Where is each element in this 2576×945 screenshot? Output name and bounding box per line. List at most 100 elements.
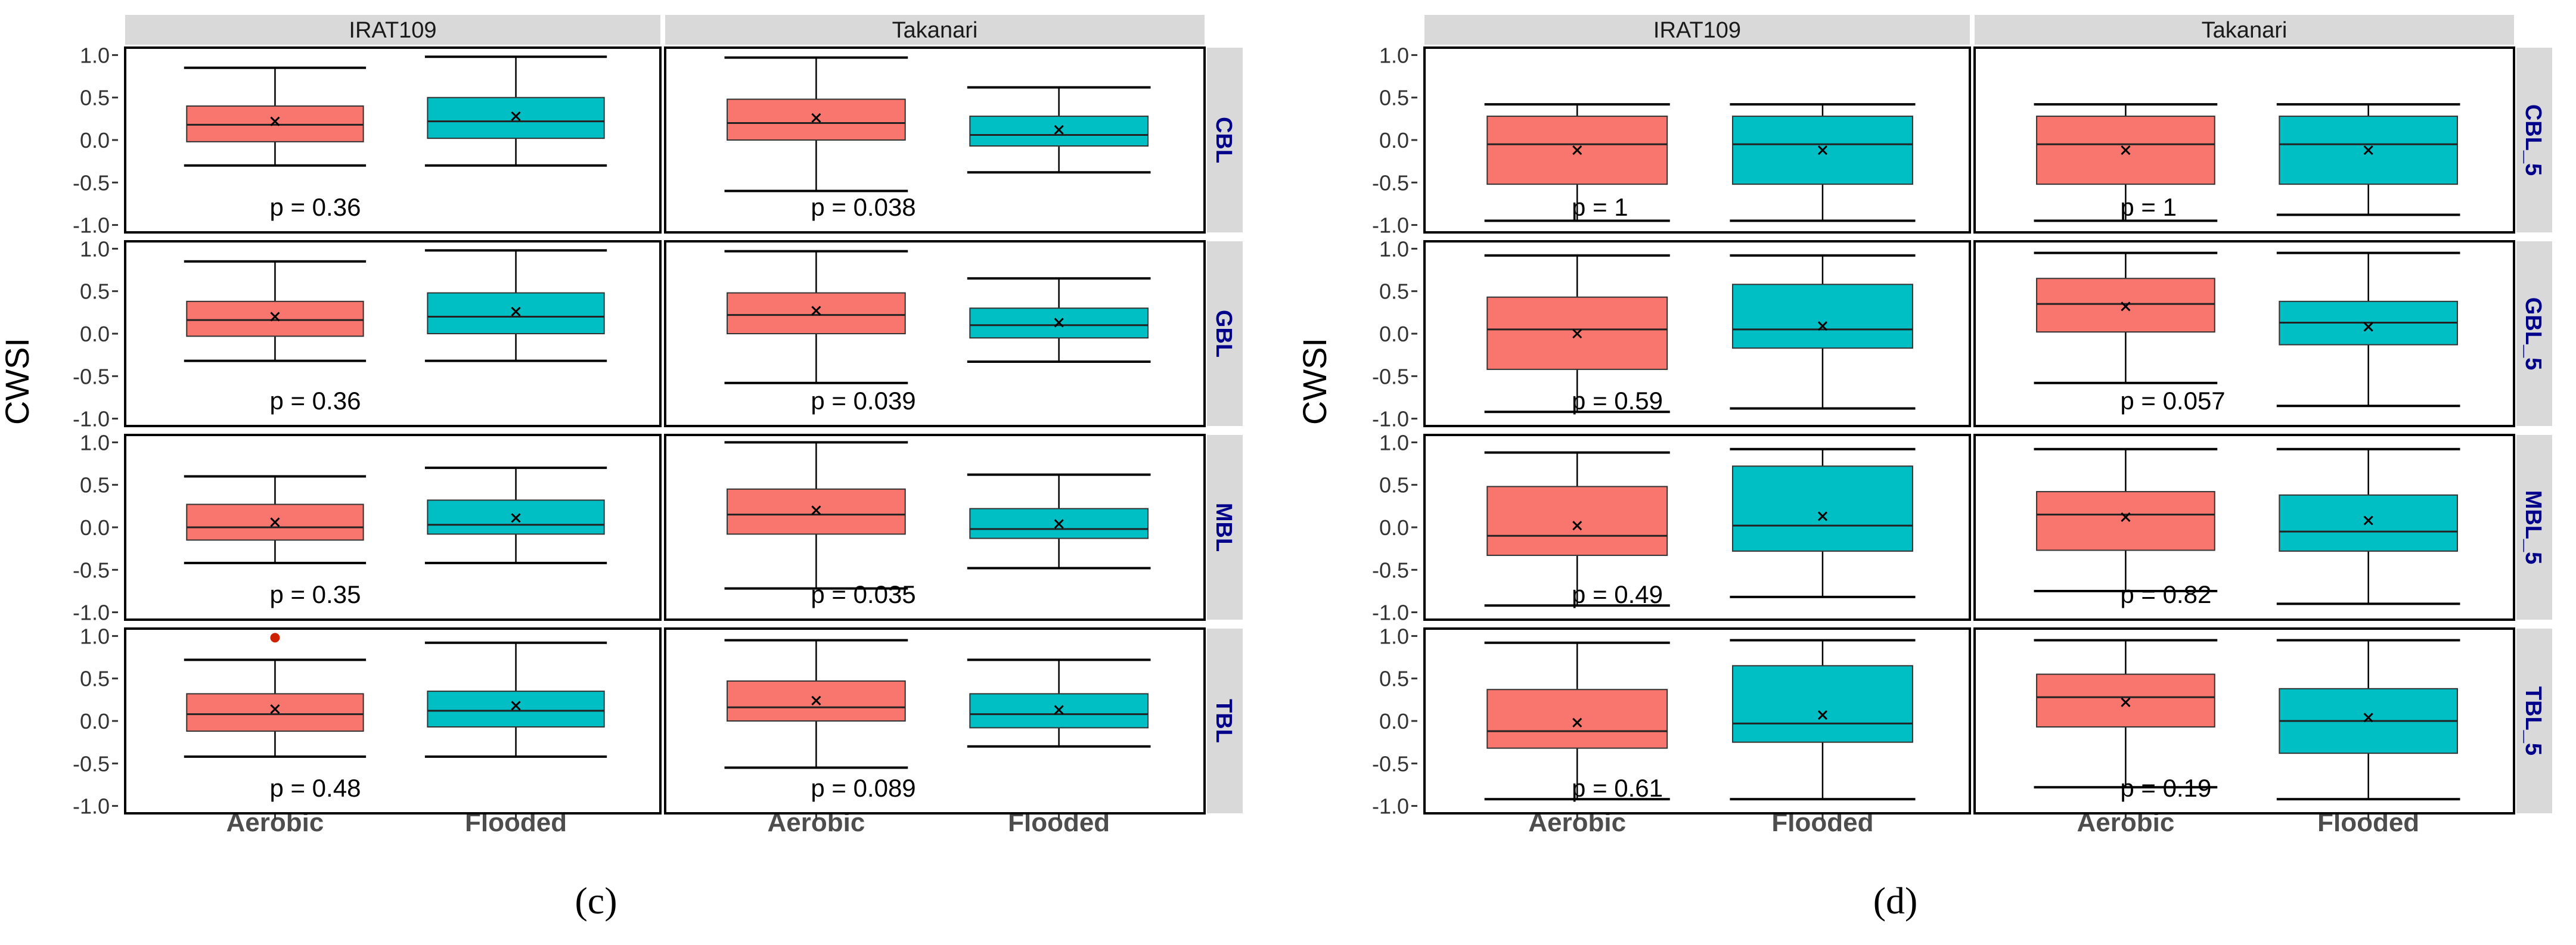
facet-CBL-IRAT109: p = 0.36 xyxy=(124,46,662,234)
flooded-box xyxy=(427,499,605,535)
flooded-mean-marker xyxy=(2363,145,2373,156)
row-strip xyxy=(2516,48,2552,232)
y-tick-label: 0.0 xyxy=(1379,322,1409,346)
flooded-box xyxy=(2279,116,2458,185)
y-tick-label: -0.5 xyxy=(1372,170,1409,195)
column-strip xyxy=(125,15,660,45)
aerobic-mean-marker xyxy=(1572,717,1582,728)
aerobic-mean-marker xyxy=(270,116,280,126)
flooded-box xyxy=(1731,284,1913,349)
p-value-label: p = 1 xyxy=(2120,193,2177,221)
column-strip-label: IRAT109 xyxy=(1653,18,1741,43)
aerobic-mean-marker xyxy=(2121,145,2131,156)
facet-MBL_5-Takanari: p = 0.82 xyxy=(1973,434,2515,621)
aerobic-box xyxy=(1486,486,1668,557)
flooded-mean-marker xyxy=(1817,710,1828,720)
aerobic-outlier xyxy=(270,633,280,643)
y-axis-label: CWSI xyxy=(1296,338,1333,425)
y-tick-label: 1.0 xyxy=(1379,43,1409,67)
facet-CBL_5-IRAT109: p = 1 xyxy=(1423,46,1971,234)
y-tick-label: 1.0 xyxy=(1379,237,1409,261)
y-tick-label: -1.0 xyxy=(73,794,110,819)
flooded-mean-marker xyxy=(511,306,521,316)
facet-GBL_5-IRAT109: p = 0.59 xyxy=(1423,240,1971,427)
aerobic-mean-marker xyxy=(811,695,821,705)
y-tick-label: 1.0 xyxy=(80,430,110,455)
y-tick-label: -0.5 xyxy=(1372,364,1409,388)
y-tick-label: 0.0 xyxy=(80,709,110,733)
y-tick-label: 1.0 xyxy=(1379,624,1409,648)
p-value-label: p = 0.36 xyxy=(269,193,361,221)
flooded-mean-marker xyxy=(511,111,521,122)
aerobic-mean-marker xyxy=(1572,145,1582,156)
panel-c-label: (c) xyxy=(575,879,617,922)
y-tick-label: -0.5 xyxy=(73,558,110,582)
y-tick-label: -0.5 xyxy=(73,364,110,388)
aerobic-box xyxy=(1486,689,1668,749)
aerobic-box xyxy=(2036,673,2215,728)
p-value-label: p = 0.61 xyxy=(1572,774,1663,802)
aerobic-box xyxy=(2036,278,2215,333)
flooded-mean-marker xyxy=(2363,322,2373,332)
y-tick-label: -1.0 xyxy=(73,407,110,431)
flooded-box xyxy=(427,691,605,728)
y-tick-label: 0.5 xyxy=(80,279,110,304)
p-value-label: p = 0.057 xyxy=(2120,387,2225,415)
flooded-mean-marker xyxy=(1054,125,1064,135)
panel-d-label: (d) xyxy=(1873,879,1918,922)
column-strip-label: Takanari xyxy=(892,18,978,43)
row-strip xyxy=(1207,48,1243,232)
column-strip-label: IRAT109 xyxy=(349,18,436,43)
aerobic-mean-marker xyxy=(811,306,821,316)
y-tick-label: 0.0 xyxy=(1379,515,1409,540)
row-strip xyxy=(1207,435,1243,620)
flooded-mean-marker xyxy=(1817,511,1828,521)
aerobic-mean-marker xyxy=(1572,328,1582,339)
aerobic-mean-marker xyxy=(270,517,280,527)
aerobic-mean-marker xyxy=(2121,301,2131,312)
facet-TBL-Takanari: p = 0.089 xyxy=(664,627,1206,815)
facet-GBL-IRAT109: p = 0.36 xyxy=(124,240,662,427)
row-strip-label: MBL xyxy=(1211,503,1236,552)
y-tick-label: -0.5 xyxy=(1372,751,1409,776)
row-strip xyxy=(1207,629,1243,813)
y-tick-label: -1.0 xyxy=(1372,213,1409,238)
row-strip-label: CBL xyxy=(1211,117,1236,163)
y-tick-label: 1.0 xyxy=(80,624,110,648)
flooded-mean-marker xyxy=(511,701,521,711)
p-value-label: p = 0.089 xyxy=(811,774,915,802)
aerobic-box xyxy=(186,300,364,337)
y-tick-label: 0.5 xyxy=(1379,473,1409,498)
y-tick-label: 0.0 xyxy=(1379,709,1409,733)
row-strip xyxy=(2516,241,2552,426)
aerobic-mean-marker xyxy=(811,113,821,123)
y-tick-label: 1.0 xyxy=(1379,430,1409,455)
y-tick-label: 0.0 xyxy=(1379,128,1409,153)
facet-TBL_5-Takanari: p = 0.19 xyxy=(1973,627,2515,815)
p-value-label: p = 0.19 xyxy=(2120,774,2211,802)
facet-TBL_5-IRAT109: p = 0.61 xyxy=(1423,627,1971,815)
row-strip-label: GBL_5 xyxy=(2521,297,2546,370)
y-tick-label: -1.0 xyxy=(73,601,110,625)
flooded-mean-marker xyxy=(1054,318,1064,328)
y-tick-label: 0.5 xyxy=(80,473,110,498)
aerobic-box xyxy=(727,488,906,535)
row-strip-label: TBL_5 xyxy=(2521,686,2546,756)
y-tick-label: -0.5 xyxy=(73,170,110,195)
p-value-label: p = 0.038 xyxy=(811,193,915,221)
flooded-mean-marker xyxy=(511,513,521,523)
row-strip xyxy=(2516,435,2552,620)
row-strip-label: GBL xyxy=(1211,310,1236,358)
y-tick-label: 0.5 xyxy=(1379,279,1409,304)
column-strip-label: Takanari xyxy=(2202,18,2288,43)
column-strip xyxy=(1424,15,1970,45)
row-strip-label: TBL xyxy=(1211,699,1236,743)
flooded-mean-marker xyxy=(1054,705,1064,715)
y-tick-label: -1.0 xyxy=(1372,601,1409,625)
p-value-label: p = 1 xyxy=(1572,193,1628,221)
y-tick-label: -0.5 xyxy=(73,751,110,776)
facet-GBL-Takanari: p = 0.039 xyxy=(664,240,1206,427)
p-value-label: p = 0.36 xyxy=(269,387,361,415)
